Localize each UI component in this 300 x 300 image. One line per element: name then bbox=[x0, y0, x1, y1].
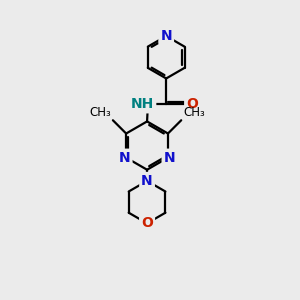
Text: CH₃: CH₃ bbox=[183, 106, 205, 119]
Text: NH: NH bbox=[131, 98, 154, 111]
Text: N: N bbox=[141, 174, 153, 188]
Text: N: N bbox=[164, 151, 175, 165]
Text: N: N bbox=[119, 151, 130, 165]
Text: O: O bbox=[186, 98, 198, 111]
Text: O: O bbox=[141, 216, 153, 230]
Text: N: N bbox=[160, 29, 172, 43]
Text: CH₃: CH₃ bbox=[89, 106, 111, 119]
